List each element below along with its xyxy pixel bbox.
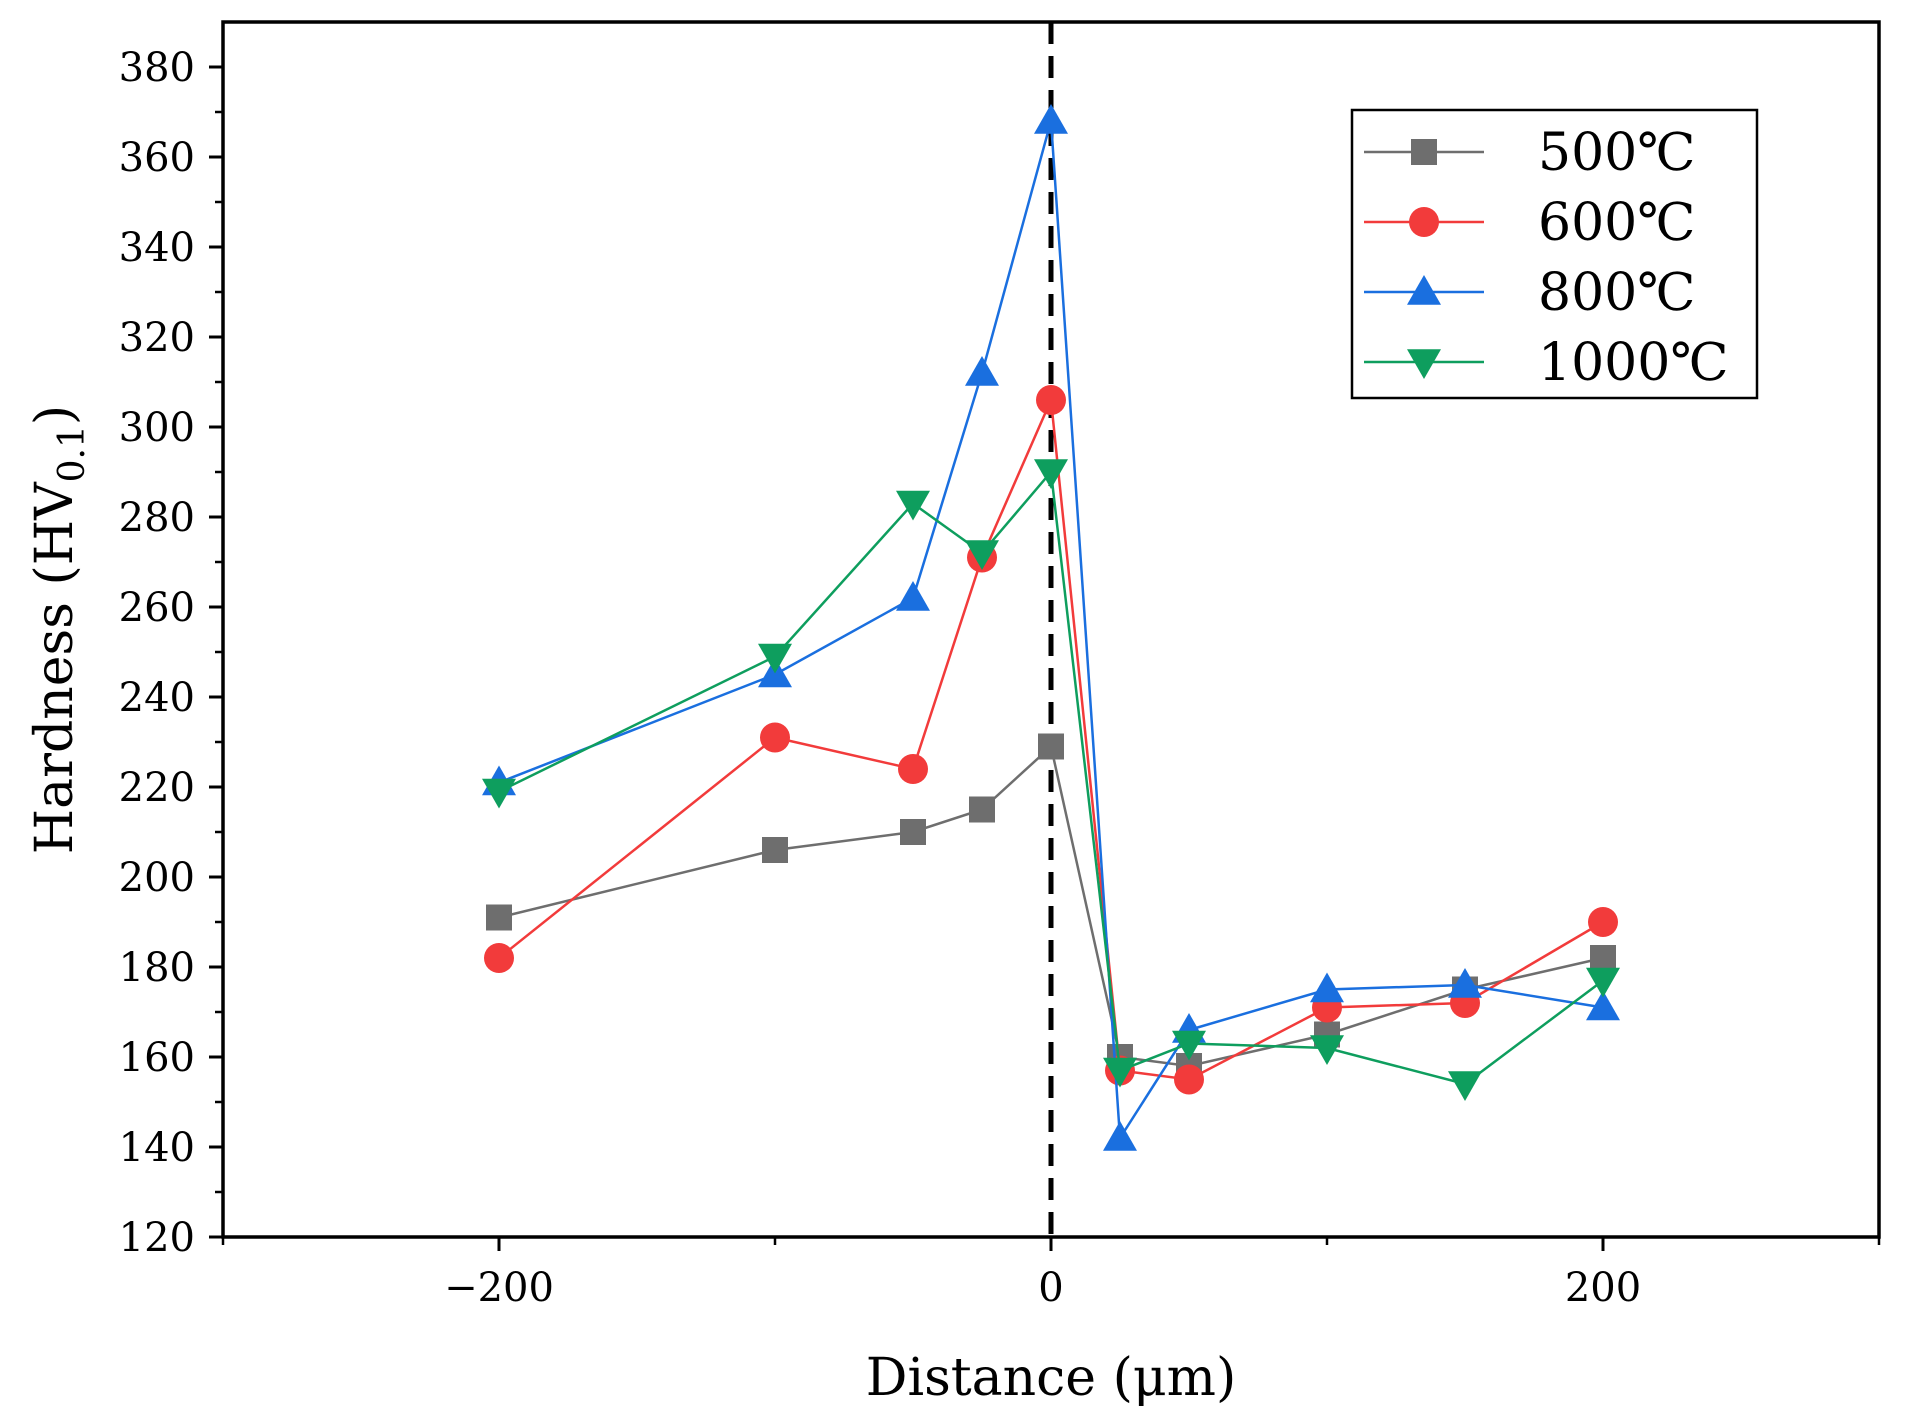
y-axis-title: Hardness (HV0.1) [25,405,93,854]
legend-label-1: 500℃ [1538,123,1695,183]
y-tick-label-360: 360 [119,135,195,181]
x-tick-label-0: 0 [1038,1265,1063,1311]
series-4 [482,459,1620,1101]
point-s1-2 [900,819,926,845]
y-tick-label-120: 120 [119,1215,195,1261]
point-s1-4 [1038,733,1064,760]
y-tick-label-160: 160 [119,1035,195,1081]
legend-entry-3: 800℃ [1364,263,1695,323]
legend-entry-2: 600℃ [1364,193,1695,253]
point-s4-6 [1172,1030,1206,1061]
legend-label-4: 1000℃ [1538,333,1729,393]
legend-entry-1: 500℃ [1364,123,1695,183]
point-s3-7 [1310,972,1344,1003]
y-tick-label-300: 300 [119,405,195,451]
x-tick-label--200: −200 [444,1265,554,1311]
y-tick-label-240: 240 [119,675,195,721]
point-s1-0 [486,904,512,931]
series-layer [482,104,1620,1151]
y-tick-label-380: 380 [119,45,195,91]
y-tick-label-260: 260 [119,585,195,631]
legend-marker-4 [1407,349,1441,379]
point-s2-2 [898,754,928,784]
point-s3-5 [1103,1121,1137,1151]
point-s2-9 [1588,907,1618,937]
series-line-3 [498,120,1604,1142]
series-line-4 [498,469,1604,1086]
point-s3-3 [965,356,999,386]
legend: 500℃ 600℃ 800℃ 1000℃ [1350,108,1759,400]
point-s1-9 [1590,945,1616,971]
axes-layer: 120 140 160 180 200 220 240 260 280 300 320 340 360 3… [119,20,1881,1311]
legend-entry-4: 1000℃ [1364,333,1729,393]
y-tick-label-220: 220 [119,765,195,811]
point-s2-0 [484,943,514,973]
point-s1-3 [969,796,995,823]
series-line-2 [498,395,1604,1081]
legend-label-2: 600℃ [1538,193,1695,253]
point-s3-4 [1034,104,1068,134]
point-s3-9 [1586,990,1620,1021]
point-s4-1 [758,643,792,674]
y-tick-label-200: 200 [119,855,195,901]
point-s4-4 [1034,459,1068,489]
point-s4-7 [1310,1035,1344,1065]
y-tick-label-320: 320 [119,315,195,361]
point-s2-6 [1174,1064,1204,1095]
point-s4-8 [1448,1071,1482,1101]
legend-marker-3 [1407,275,1441,305]
point-s4-9 [1586,967,1620,998]
point-s2-1 [760,722,790,753]
y-tick-label-280: 280 [119,495,195,541]
y-axis-title-close: ) [25,405,85,425]
point-s3-8 [1448,968,1482,998]
y-tick-label-140: 140 [119,1125,195,1171]
x-axis-title: Distance (μm) [866,1348,1237,1408]
legend-marker-1 [1411,139,1437,165]
y-tick-label-180: 180 [119,945,195,991]
y-tick-label-340: 340 [119,225,195,271]
series-line-1 [498,744,1604,1068]
x-tick-label-200: 200 [1565,1265,1641,1311]
point-s4-0 [482,778,516,809]
point-s1-1 [762,837,788,863]
y-axis-title-main: Hardness (HV [25,481,85,854]
point-s4-2 [896,490,930,521]
point-s3-2 [896,581,930,611]
legend-marker-2 [1409,207,1439,237]
point-s4-3 [965,540,999,570]
point-s2-4 [1036,385,1066,415]
y-axis-title-subscript: 0.1 [52,425,93,482]
point-s4-5 [1103,1057,1137,1088]
legend-label-3: 800℃ [1538,263,1695,323]
